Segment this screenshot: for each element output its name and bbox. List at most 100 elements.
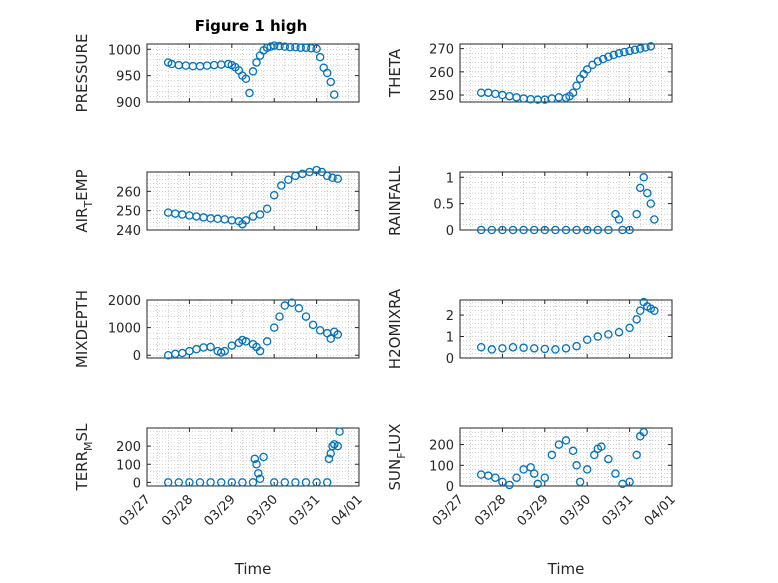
y-axis-label: PRESSURE bbox=[73, 34, 91, 113]
data-point bbox=[561, 436, 571, 445]
data-point bbox=[269, 478, 279, 487]
data-point bbox=[498, 344, 507, 353]
data-point bbox=[322, 478, 332, 487]
data-point bbox=[277, 181, 286, 190]
subplot-pressure: 900 950 1000 PRESSURE bbox=[73, 34, 360, 113]
data-point bbox=[328, 173, 337, 183]
data-point bbox=[255, 346, 265, 356]
data-point bbox=[551, 225, 560, 235]
data-point bbox=[335, 427, 344, 436]
data-point bbox=[275, 41, 284, 51]
data-point bbox=[575, 477, 585, 487]
axes-frame bbox=[459, 171, 673, 231]
data-point bbox=[635, 306, 645, 315]
data-point bbox=[498, 225, 507, 235]
data-point bbox=[598, 54, 608, 64]
data-point bbox=[604, 52, 613, 62]
y-tick-label: 0 bbox=[133, 476, 141, 491]
data-point bbox=[262, 337, 272, 346]
data-point bbox=[280, 478, 290, 487]
data-point bbox=[326, 77, 335, 87]
data-point bbox=[593, 225, 603, 235]
data-point bbox=[639, 427, 648, 437]
data-point bbox=[163, 478, 173, 487]
data-point bbox=[625, 323, 634, 333]
y-tick-label: 0 bbox=[446, 480, 454, 495]
data-point bbox=[650, 215, 659, 224]
data-point bbox=[551, 345, 560, 354]
data-point bbox=[582, 465, 592, 474]
data-point bbox=[540, 473, 550, 482]
data-point bbox=[301, 312, 311, 321]
data-point bbox=[604, 454, 613, 464]
data-point bbox=[328, 441, 337, 451]
data-point bbox=[572, 81, 581, 91]
y-tick-label: 2 bbox=[446, 309, 454, 324]
data-point bbox=[285, 42, 295, 52]
data-point bbox=[593, 332, 603, 341]
y-tick-label: 270 bbox=[429, 43, 454, 58]
data-point bbox=[333, 330, 343, 339]
data-point bbox=[625, 225, 634, 235]
y-tick-label: 1 bbox=[446, 331, 454, 346]
subplot-theta: 250 260 270 THETA bbox=[386, 42, 673, 104]
data-point bbox=[643, 188, 652, 198]
data-point bbox=[554, 440, 564, 449]
data-point bbox=[206, 342, 215, 352]
data-point bbox=[280, 301, 290, 310]
data-point bbox=[635, 183, 645, 193]
y-tick-label: 1 bbox=[446, 171, 454, 186]
data-point bbox=[333, 174, 343, 184]
data-point bbox=[206, 478, 215, 487]
data-point bbox=[269, 323, 279, 332]
data-point bbox=[322, 68, 332, 78]
data-point bbox=[646, 42, 656, 51]
data-point bbox=[582, 225, 592, 235]
data-point bbox=[252, 58, 261, 67]
data-point bbox=[312, 165, 321, 175]
data-point bbox=[620, 47, 629, 57]
data-point bbox=[216, 478, 226, 487]
data-point bbox=[614, 327, 624, 337]
data-point bbox=[604, 225, 613, 235]
data-point bbox=[529, 469, 539, 478]
data-point bbox=[266, 42, 275, 51]
data-point bbox=[593, 57, 603, 66]
data-point bbox=[611, 469, 620, 478]
data-point bbox=[561, 225, 571, 235]
data-point bbox=[491, 473, 500, 482]
y-tick-label: 1000 bbox=[108, 43, 141, 58]
data-point bbox=[547, 450, 557, 460]
data-point bbox=[241, 216, 251, 225]
subplot-mixdepth: 0 1000 2000 MIXDEPTH bbox=[73, 290, 360, 368]
y-tick-label: 2000 bbox=[108, 294, 141, 309]
data-point bbox=[625, 477, 634, 487]
data-point bbox=[280, 42, 290, 51]
axes-frame bbox=[459, 427, 673, 487]
data-point bbox=[315, 52, 325, 62]
data-point bbox=[646, 199, 656, 208]
data-point bbox=[262, 204, 272, 213]
data-point bbox=[487, 345, 497, 354]
data-point bbox=[512, 473, 521, 482]
data-point bbox=[241, 74, 251, 84]
data-point bbox=[568, 88, 578, 97]
y-tick-label: 1000 bbox=[108, 322, 141, 337]
y-axis-label: AIRTEMP bbox=[73, 169, 95, 232]
subplot-rainfall: 0 0.5 1 RAINFALL bbox=[386, 165, 673, 239]
data-point bbox=[632, 209, 641, 219]
data-point bbox=[185, 478, 194, 487]
data-point bbox=[632, 450, 641, 460]
data-point bbox=[220, 346, 229, 356]
data-point bbox=[269, 41, 279, 50]
data-point bbox=[529, 344, 539, 353]
data-point bbox=[254, 469, 263, 478]
data-point bbox=[604, 330, 613, 339]
axes-frame bbox=[146, 43, 360, 103]
y-tick-label: 900 bbox=[116, 96, 141, 111]
y-tick-label: 260 bbox=[429, 66, 454, 81]
plot-area bbox=[460, 172, 672, 230]
data-point bbox=[333, 441, 343, 451]
data-point bbox=[572, 341, 581, 351]
